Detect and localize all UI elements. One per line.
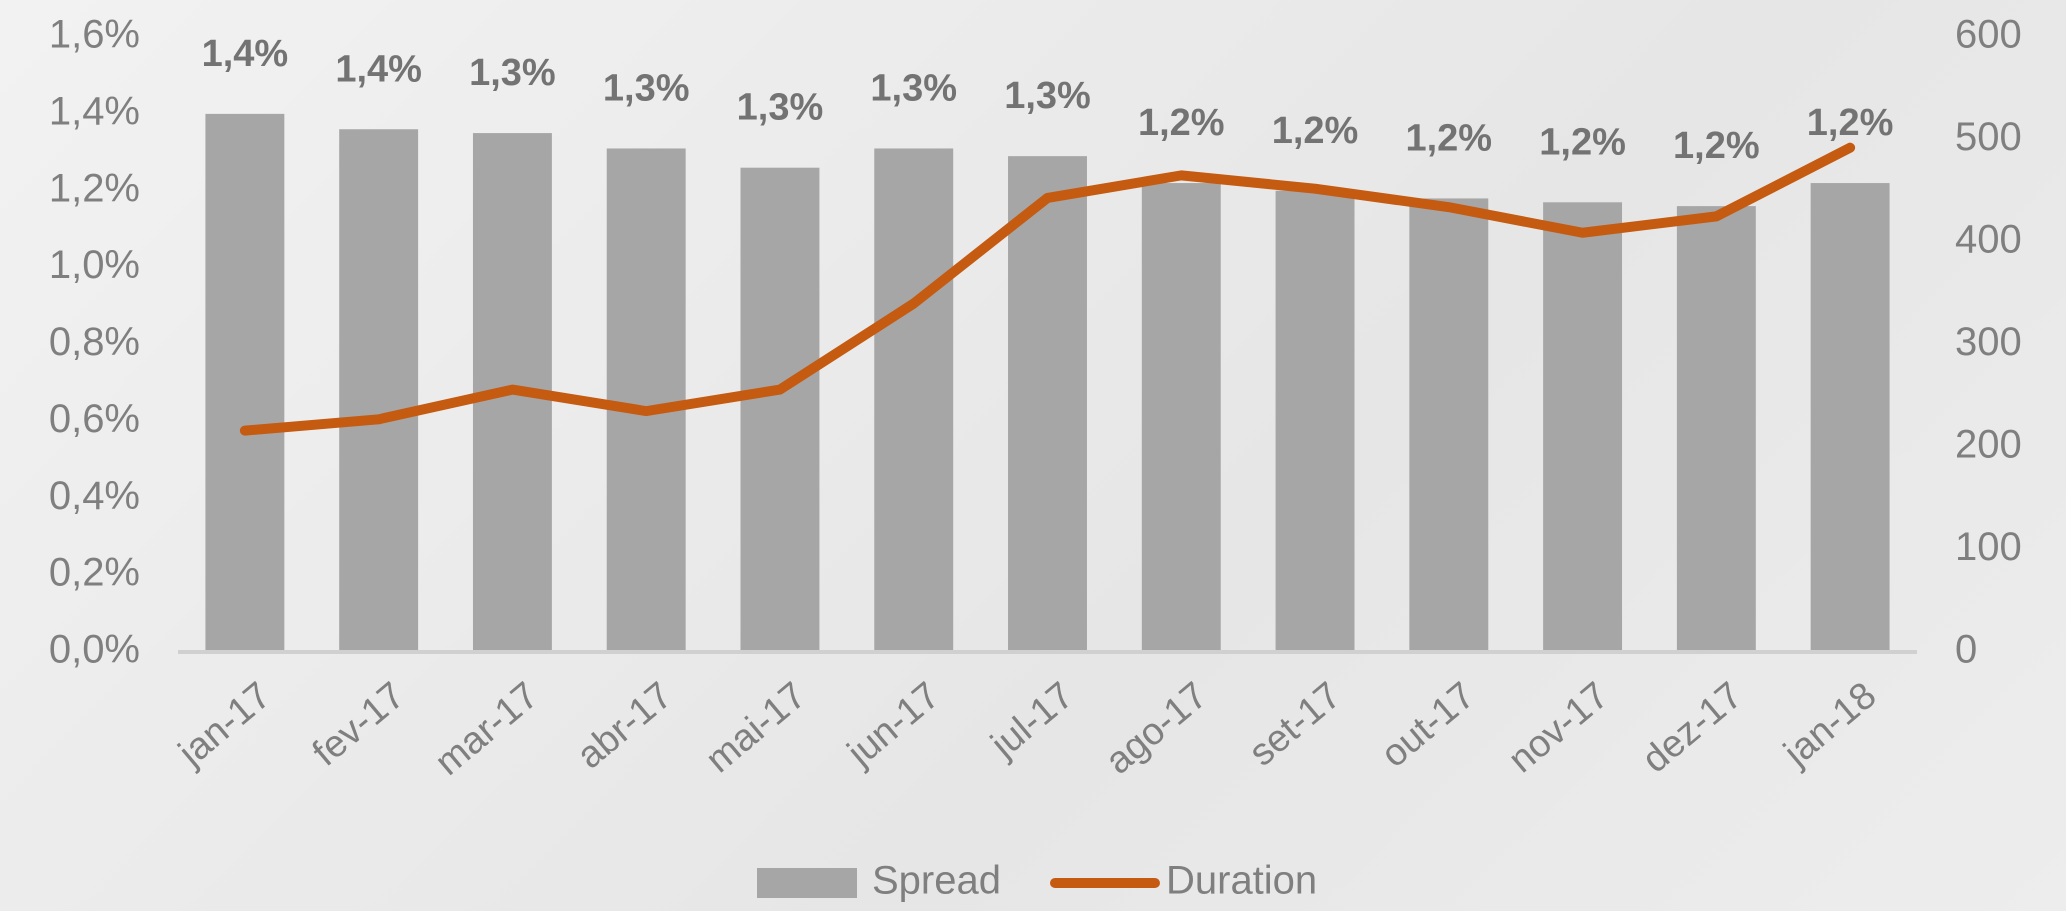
y-tick-label: 0,8% xyxy=(49,320,140,364)
x-tick-label: jun-17 xyxy=(839,674,948,775)
x-tick-label: jul-17 xyxy=(983,674,1082,767)
data-label: 1,2% xyxy=(1138,102,1225,144)
bar xyxy=(339,129,419,652)
data-label: 1,2% xyxy=(1807,102,1894,144)
x-tick-label: ago-17 xyxy=(1098,674,1216,782)
y2-tick-label: 200 xyxy=(1955,423,2022,467)
y-tick-label: 0,4% xyxy=(49,474,140,518)
x-tick-label: fev-17 xyxy=(305,674,413,774)
y-tick-label: 1,2% xyxy=(49,166,140,210)
y-tick-label: 1,0% xyxy=(49,243,140,287)
y2-tick-label: 600 xyxy=(1955,13,2022,57)
bar xyxy=(1810,183,1890,652)
data-label: 1,3% xyxy=(603,68,690,110)
x-tick-label: set-17 xyxy=(1241,674,1349,774)
bar xyxy=(606,148,686,652)
data-label: 1,2% xyxy=(1272,110,1359,152)
bar xyxy=(740,167,820,652)
y-tick-label: 0,2% xyxy=(49,551,140,595)
y2-tick-label: 300 xyxy=(1955,320,2022,364)
data-label: 1,2% xyxy=(1539,121,1626,163)
bar xyxy=(1676,206,1756,652)
data-label: 1,3% xyxy=(737,87,824,129)
legend-label: Spread xyxy=(872,859,1001,903)
x-tick-label: out-17 xyxy=(1374,674,1484,775)
x-tick-label: dez-17 xyxy=(1635,674,1751,781)
bar xyxy=(1275,190,1355,652)
x-tick-label: abr-17 xyxy=(569,674,680,777)
y-tick-label: 0,6% xyxy=(49,397,140,441)
bar xyxy=(1008,156,1087,652)
data-label: 1,2% xyxy=(1673,125,1760,167)
y2-tick-label: 400 xyxy=(1955,218,2022,262)
legend-label: Duration xyxy=(1166,859,1317,903)
y-tick-label: 0,0% xyxy=(49,628,140,672)
x-tick-label: jan-17 xyxy=(170,674,279,775)
x-tick-label: nov-17 xyxy=(1501,674,1617,781)
data-label: 1,3% xyxy=(1004,75,1091,117)
data-label: 1,4% xyxy=(335,48,422,90)
data-label: 1,3% xyxy=(469,52,556,94)
data-label: 1,2% xyxy=(1405,117,1492,159)
x-tick-label: jan-18 xyxy=(1776,674,1885,775)
bar xyxy=(874,148,954,652)
legend-swatch xyxy=(757,868,857,898)
bar xyxy=(1543,202,1623,652)
y-tick-label: 1,6% xyxy=(49,13,140,57)
line xyxy=(239,142,1856,436)
bar xyxy=(205,113,285,652)
y2-tick-label: 0 xyxy=(1955,628,1977,672)
x-tick-label: mar-17 xyxy=(427,674,546,784)
x-tick-label: mai-17 xyxy=(698,674,814,781)
y2-tick-label: 100 xyxy=(1955,525,2022,569)
bar xyxy=(1141,183,1221,652)
data-label: 1,4% xyxy=(202,33,289,75)
y2-tick-label: 500 xyxy=(1955,115,2022,159)
y-tick-label: 1,4% xyxy=(49,89,140,133)
data-label: 1,3% xyxy=(870,68,957,110)
bar xyxy=(1409,198,1489,652)
